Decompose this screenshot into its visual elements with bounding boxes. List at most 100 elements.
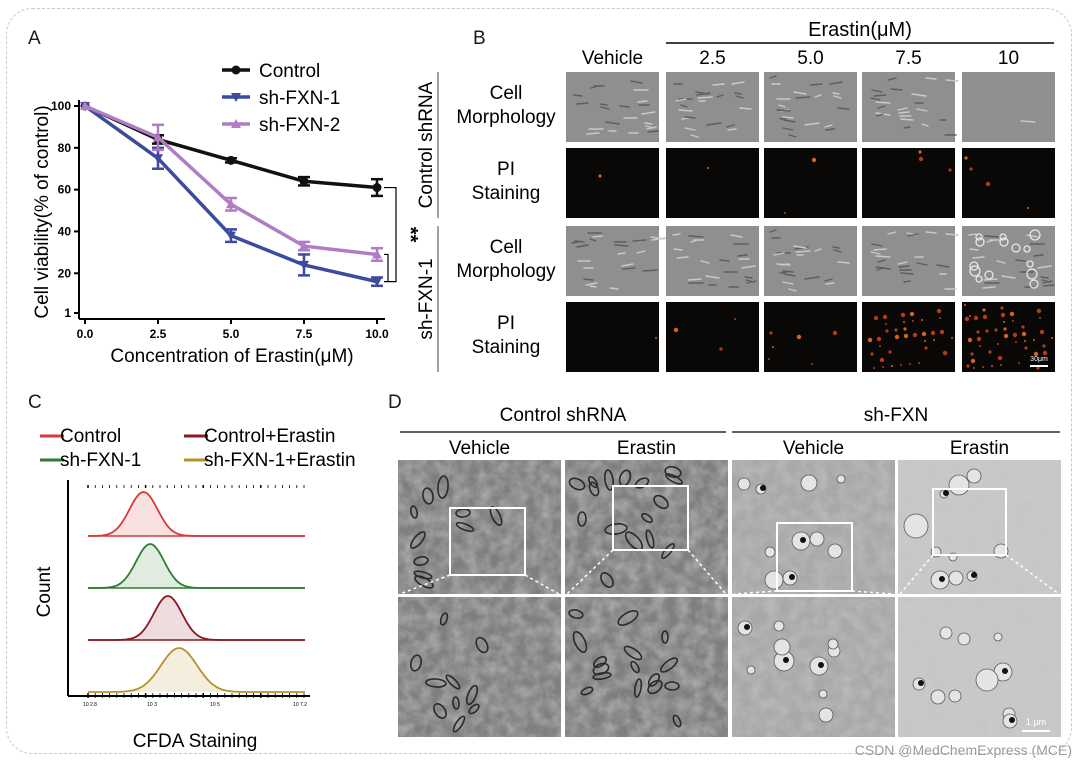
zoom-connector [566,549,614,595]
column-label: 2.5 [699,48,725,69]
zoom-region-box [932,488,1007,556]
zoom-connector [1005,554,1060,595]
data-point [299,176,309,186]
pi-staining-image [764,302,857,372]
significance-bracket [384,186,397,283]
panel-label-b: B [473,28,486,49]
x-axis-label: Concentration of Erastin(μM) [110,346,353,367]
morphology-image [764,226,857,296]
x-axis-label: CFDA Staining [133,731,258,752]
y-tick-label: 20 [58,266,72,280]
legend-label: sh-FXN-1 [60,450,141,471]
panel-label-d: D [388,392,402,413]
scale-bar-label: 30μm [1030,356,1048,363]
x-tick-label: 10 3 [147,702,157,708]
column-label: Erastin [617,438,676,459]
y-axis-label: Count [34,566,55,617]
histogram-fill [88,492,305,536]
watermark-text: CSDN @MedChemExpress (MCE) [854,742,1072,758]
significance-label: ** [399,227,421,243]
data-point [226,231,236,241]
zoom-connector [851,590,894,595]
zoom-connector [899,554,934,595]
histogram-fill [88,544,305,588]
legend-marker [231,119,241,128]
y-tick-label: 1 [64,306,71,320]
zoom-connector [399,574,451,595]
scale-bar: 30μm [1030,356,1048,367]
y-axis-label: Cell viability(% of control) [32,105,53,318]
pi-staining-image [962,148,1055,218]
row-label: Staining [472,337,541,358]
group-label: sh-FXN-1 [416,258,437,339]
legend-label: Control [259,61,320,82]
zoom-region-box [776,522,853,592]
row-label: Morphology [456,261,556,282]
zoom-region-box [612,485,689,551]
x-tick-label: 10 7.2 [293,702,307,708]
x-tick-label: 10 5 [210,702,220,708]
y-tick-label: 100 [51,99,71,113]
column-label: Vehicle [783,438,844,459]
morphology-image [862,72,955,142]
data-point [299,241,309,251]
data-point [372,249,382,259]
legend-label: Control [60,426,121,447]
row-label: PI [497,159,515,180]
x-tick-label: 10 2.8 [83,702,97,708]
pi-staining-image [666,148,759,218]
data-point [153,132,163,142]
group-label: Control shRNA [500,405,627,426]
data-point [153,154,163,164]
x-tick-label: 5.0 [223,327,240,341]
column-label: 10 [998,48,1019,69]
figure-frame [6,8,1072,754]
pi-staining-image [566,148,659,218]
column-label: Vehicle [582,48,643,69]
scale-bar-label: 1 μm [1026,717,1046,727]
column-label: Vehicle [449,438,510,459]
column-label: Erastin [950,438,1009,459]
x-tick-label: 10.0 [365,327,389,341]
zoom-connector [687,549,727,595]
row-label: Staining [472,183,541,204]
data-point [80,101,90,110]
data-point [299,260,309,270]
zoom-region-box [449,507,526,576]
panel-label-a: A [28,28,41,49]
histogram-fill [88,648,305,692]
microscopy-grid-b: Erastin(μM) Vehicle 2.5 5.0 7.5 10 Control shR… [416,19,1055,372]
morphology-image [862,226,955,296]
morphology-image [666,72,759,142]
y-tick-label: 40 [58,224,72,238]
y-tick-label: 60 [58,183,72,197]
pi-staining-image [862,302,955,372]
row-label: Morphology [456,107,556,128]
pi-staining-image [764,148,857,218]
data-point [226,199,236,209]
legend-label: sh-FXN-1 [259,88,340,109]
erastin-header: Erastin(μM) [808,19,912,41]
panel-label-c: C [28,392,42,413]
pi-staining-image [666,302,759,372]
scale-bar: 1 μm [1022,717,1050,732]
significance-bracket [384,253,389,282]
legend-label: Control+Erastin [204,426,335,447]
data-point [372,183,382,193]
x-tick-label: 2.5 [150,327,167,341]
morphology-image [962,72,1055,142]
legend-label: sh-FXN-2 [259,115,340,136]
histogram-curve [88,595,305,641]
column-label: 7.5 [895,48,921,69]
data-point [372,277,382,287]
group-label: Control shRNA [416,81,437,208]
row-label: Cell [490,83,523,104]
cfda-histogram: Control Control+Erastin sh-FXN-1 sh-FXN-1+E… [34,426,356,752]
tem-image-grid-d: Control shRNA Vehicle Erastin sh-FXN Vehicle… [398,405,1061,737]
zoom-connector [733,590,778,595]
column-label: 5.0 [797,48,823,69]
histogram-curve [88,543,305,589]
histogram-curve [88,647,305,693]
row-label: Cell [490,237,523,258]
legend-marker [231,65,241,75]
